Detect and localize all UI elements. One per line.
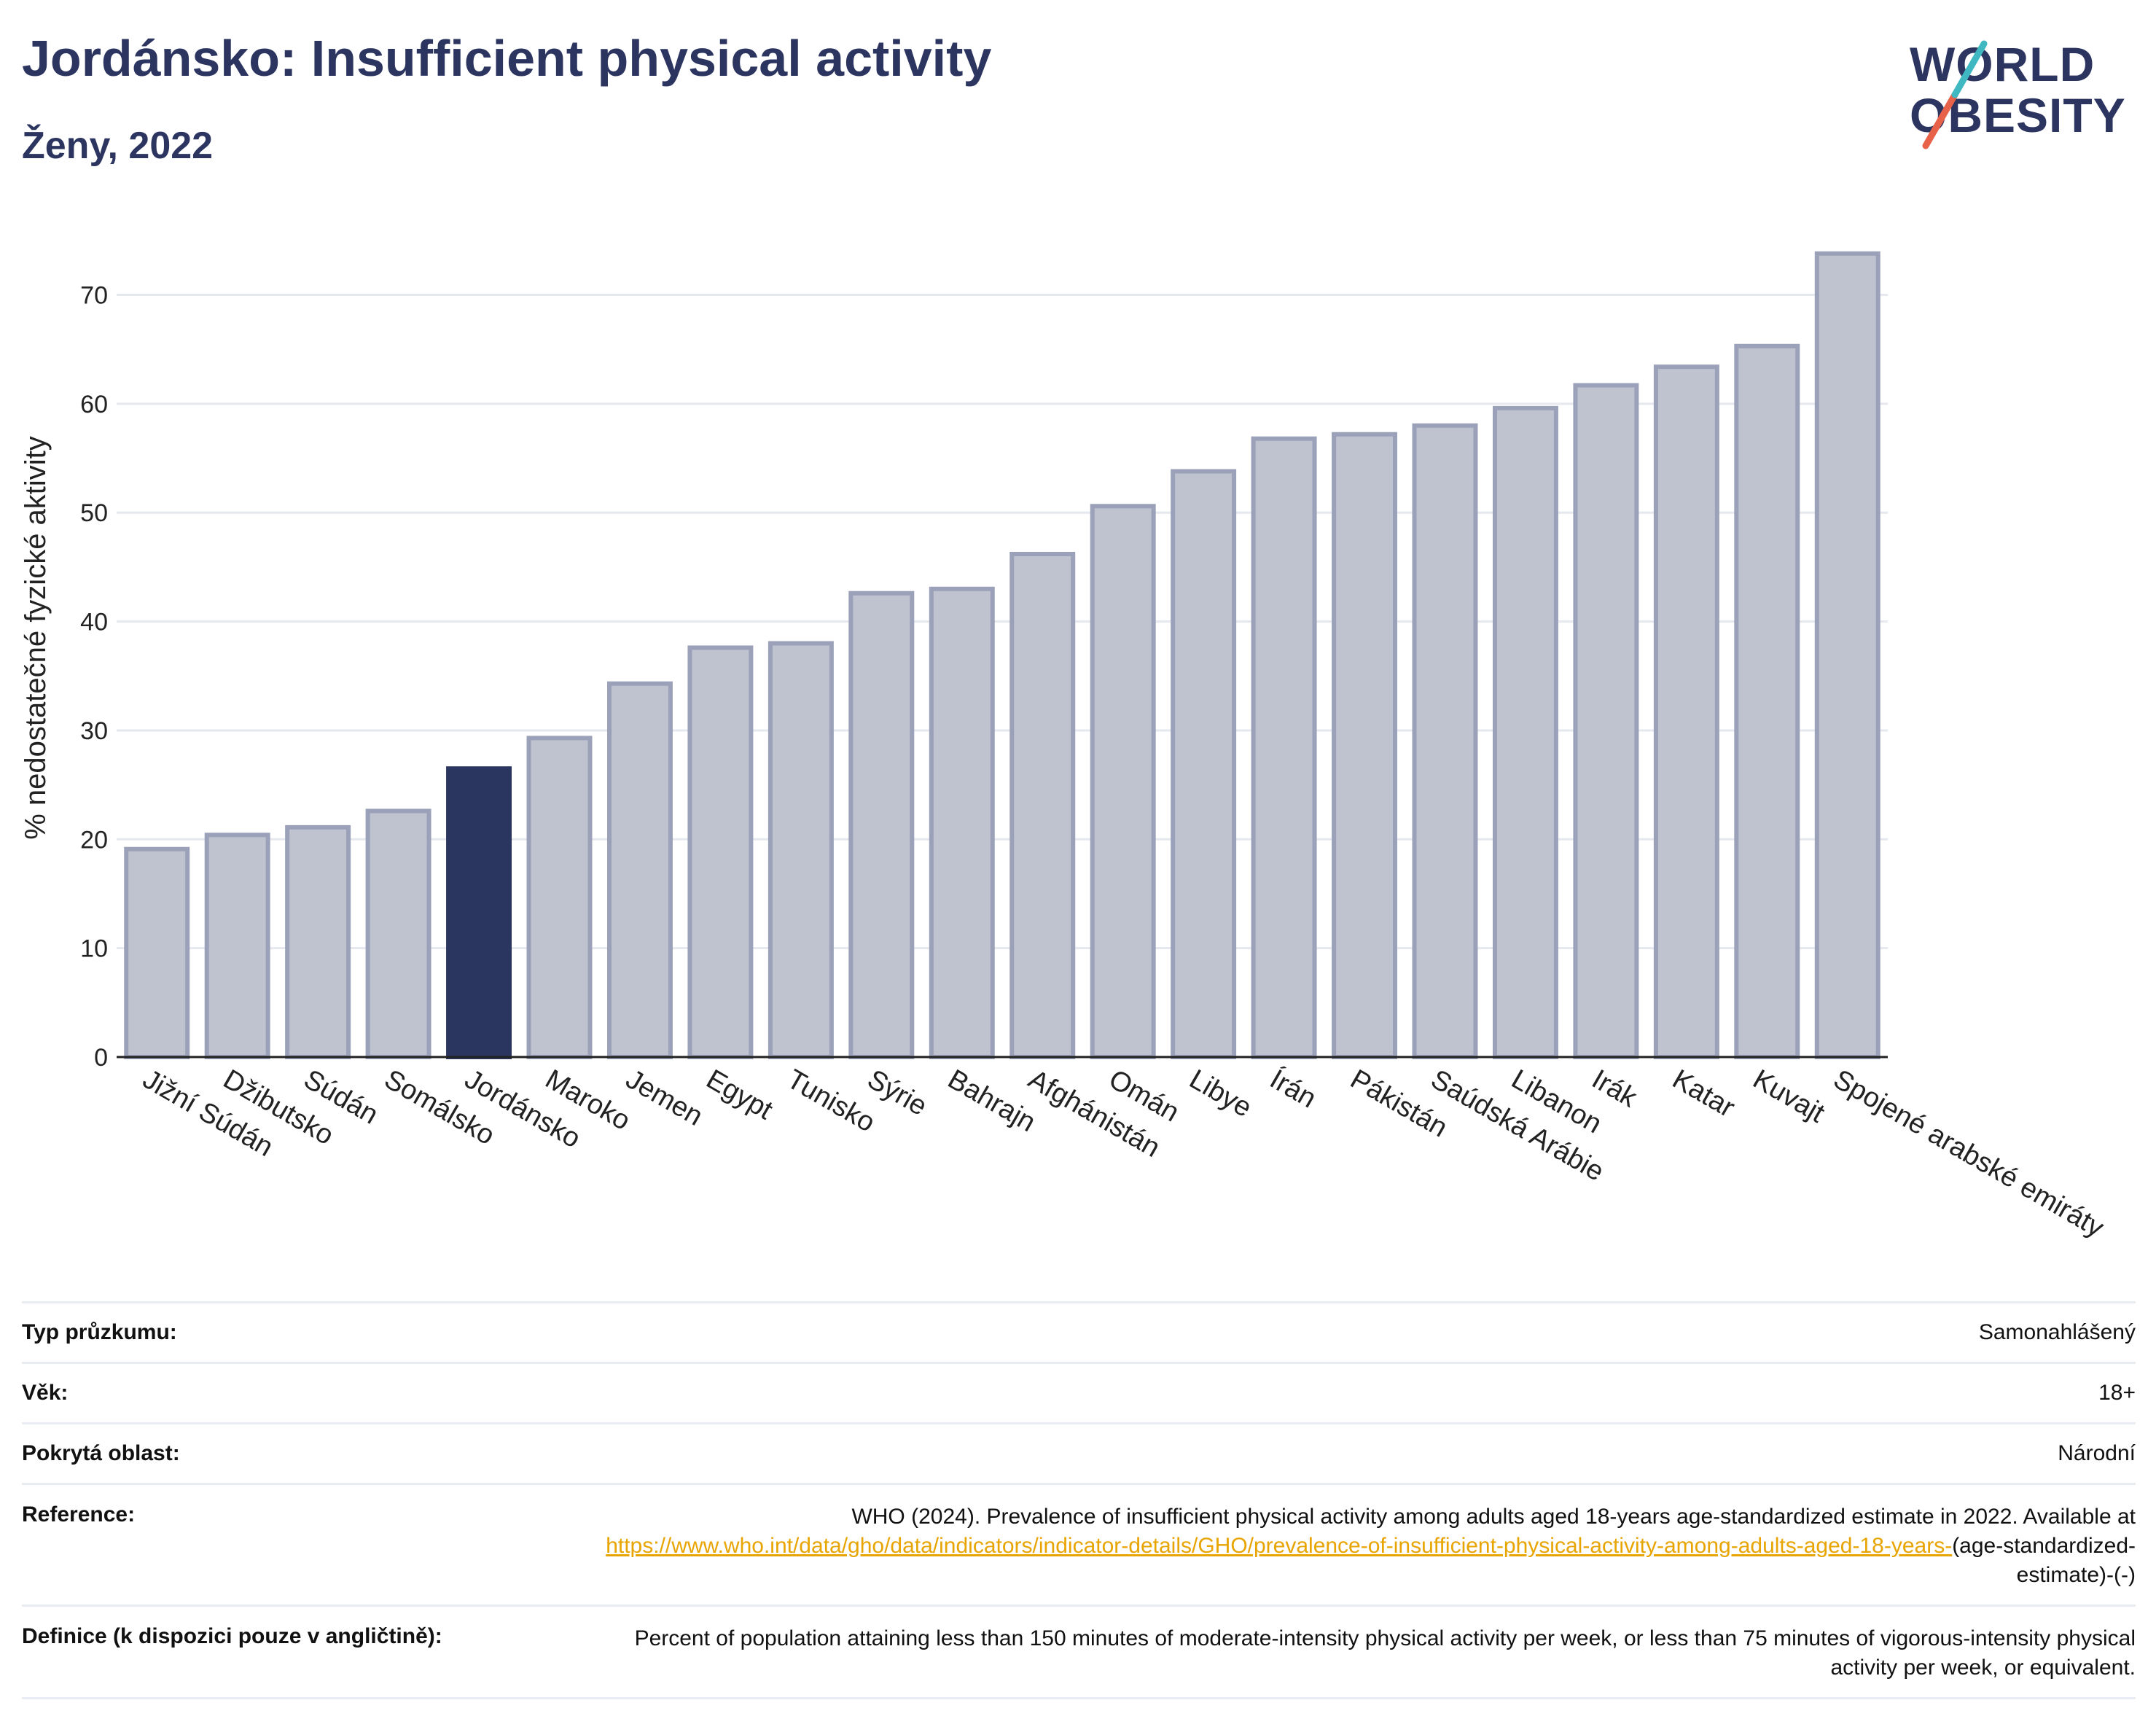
age-value: 18+ [2098, 1381, 2136, 1405]
coverage-value: Národní [2058, 1441, 2136, 1465]
definition-value: Percent of population attaining less tha… [634, 1626, 2136, 1680]
page-subtitle: Ženy, 2022 [22, 125, 214, 167]
y-tick-label: 70 [80, 282, 108, 310]
y-tick-label: 0 [94, 1044, 108, 1072]
metadata-table: Typ průzkumu: Samonahlášený Věk: 18+ Pok… [22, 1301, 2136, 1699]
reference-value: WHO (2024). Prevalence of insufficient p… [569, 1502, 2136, 1590]
page-title: Jordánsko: Insufficient physical activit… [22, 30, 992, 87]
bar-15 [1332, 432, 1398, 1059]
x-tick-label: Jemen [620, 1064, 708, 1131]
x-tick-label: Libye [1184, 1064, 1257, 1123]
y-tick-label: 30 [80, 717, 108, 745]
y-axis-ticks: 0 10 20 30 40 50 60 70 [80, 282, 108, 1072]
bar-5 [526, 736, 593, 1059]
y-tick-label: 50 [80, 499, 108, 527]
bar-17 [1492, 405, 1558, 1059]
y-tick-label: 10 [80, 935, 108, 963]
x-tick-label: Írán [1265, 1064, 1321, 1115]
x-tick-label: Kuvajt [1748, 1064, 1830, 1128]
age-label: Věk: [22, 1381, 69, 1405]
x-tick-label: Tunisko [781, 1064, 880, 1138]
survey-type-label: Typ průzkumu: [22, 1320, 177, 1344]
x-tick-label: Egypt [701, 1064, 778, 1126]
bar-14 [1251, 436, 1317, 1060]
meta-row-coverage: Pokrytá oblast: Národní [22, 1422, 2136, 1483]
survey-type-value: Samonahlášený [1978, 1320, 2136, 1344]
definition-label: Definice (k dispozici pouze v angličtině… [22, 1624, 442, 1648]
x-tick-label: Bahrajn [942, 1064, 1040, 1138]
x-tick-label: Spojené arabské emiráty [1828, 1064, 2109, 1244]
bar-chart: 0 10 20 30 40 50 60 70 Jižní SúdánDžibutskoSúdá… [20, 251, 2109, 1244]
bars [124, 251, 1880, 1060]
bar-18 [1573, 383, 1639, 1060]
coverage-label: Pokrytá oblast: [22, 1441, 180, 1465]
bar-21 [1814, 251, 1880, 1059]
bar-2 [285, 824, 351, 1059]
bar-9 [848, 590, 915, 1059]
reference-suffix: (age-standardized-estimate)-(-) [1952, 1534, 2136, 1587]
bar-19 [1653, 364, 1719, 1059]
bar-1 [204, 833, 270, 1059]
bar-16 [1412, 423, 1478, 1059]
bar-12 [1090, 504, 1156, 1059]
bar-0 [124, 846, 190, 1059]
bar-13 [1171, 469, 1237, 1059]
bar-3 [365, 808, 431, 1059]
y-axis-label: % nedostatečné fyzické aktivity [20, 436, 52, 840]
y-tick-label: 20 [80, 826, 108, 854]
meta-row-reference: Reference: WHO (2024). Prevalence of ins… [22, 1483, 2136, 1605]
bar-8 [768, 641, 834, 1059]
bar-10 [929, 586, 995, 1059]
bar-11 [1009, 552, 1076, 1059]
meta-row-survey: Typ průzkumu: Samonahlášený [22, 1301, 2136, 1362]
logo-slash-icon [1922, 40, 1988, 149]
y-tick-label: 40 [80, 609, 108, 636]
bar-20 [1734, 343, 1800, 1060]
reference-link[interactable]: https://www.who.int/data/gho/data/indica… [606, 1534, 1953, 1558]
logo-line-1: WORLD [1910, 37, 2096, 91]
reference-text: WHO (2024). Prevalence of insufficient p… [851, 1505, 2136, 1529]
bar-7 [687, 645, 754, 1059]
bar-4 [446, 766, 512, 1059]
bar-6 [606, 681, 673, 1059]
meta-row-definition: Definice (k dispozici pouze v angličtině… [22, 1605, 2136, 1699]
x-tick-label: Katar [1667, 1064, 1740, 1123]
world-obesity-logo: WORLD OBESITY [1910, 29, 2143, 160]
y-tick-label: 60 [80, 391, 108, 418]
reference-label: Reference: [22, 1502, 136, 1527]
meta-row-age: Věk: 18+ [22, 1362, 2136, 1422]
x-axis-labels: Jižní SúdánDžibutskoSúdánSomálskoJordáns… [138, 1064, 2109, 1244]
